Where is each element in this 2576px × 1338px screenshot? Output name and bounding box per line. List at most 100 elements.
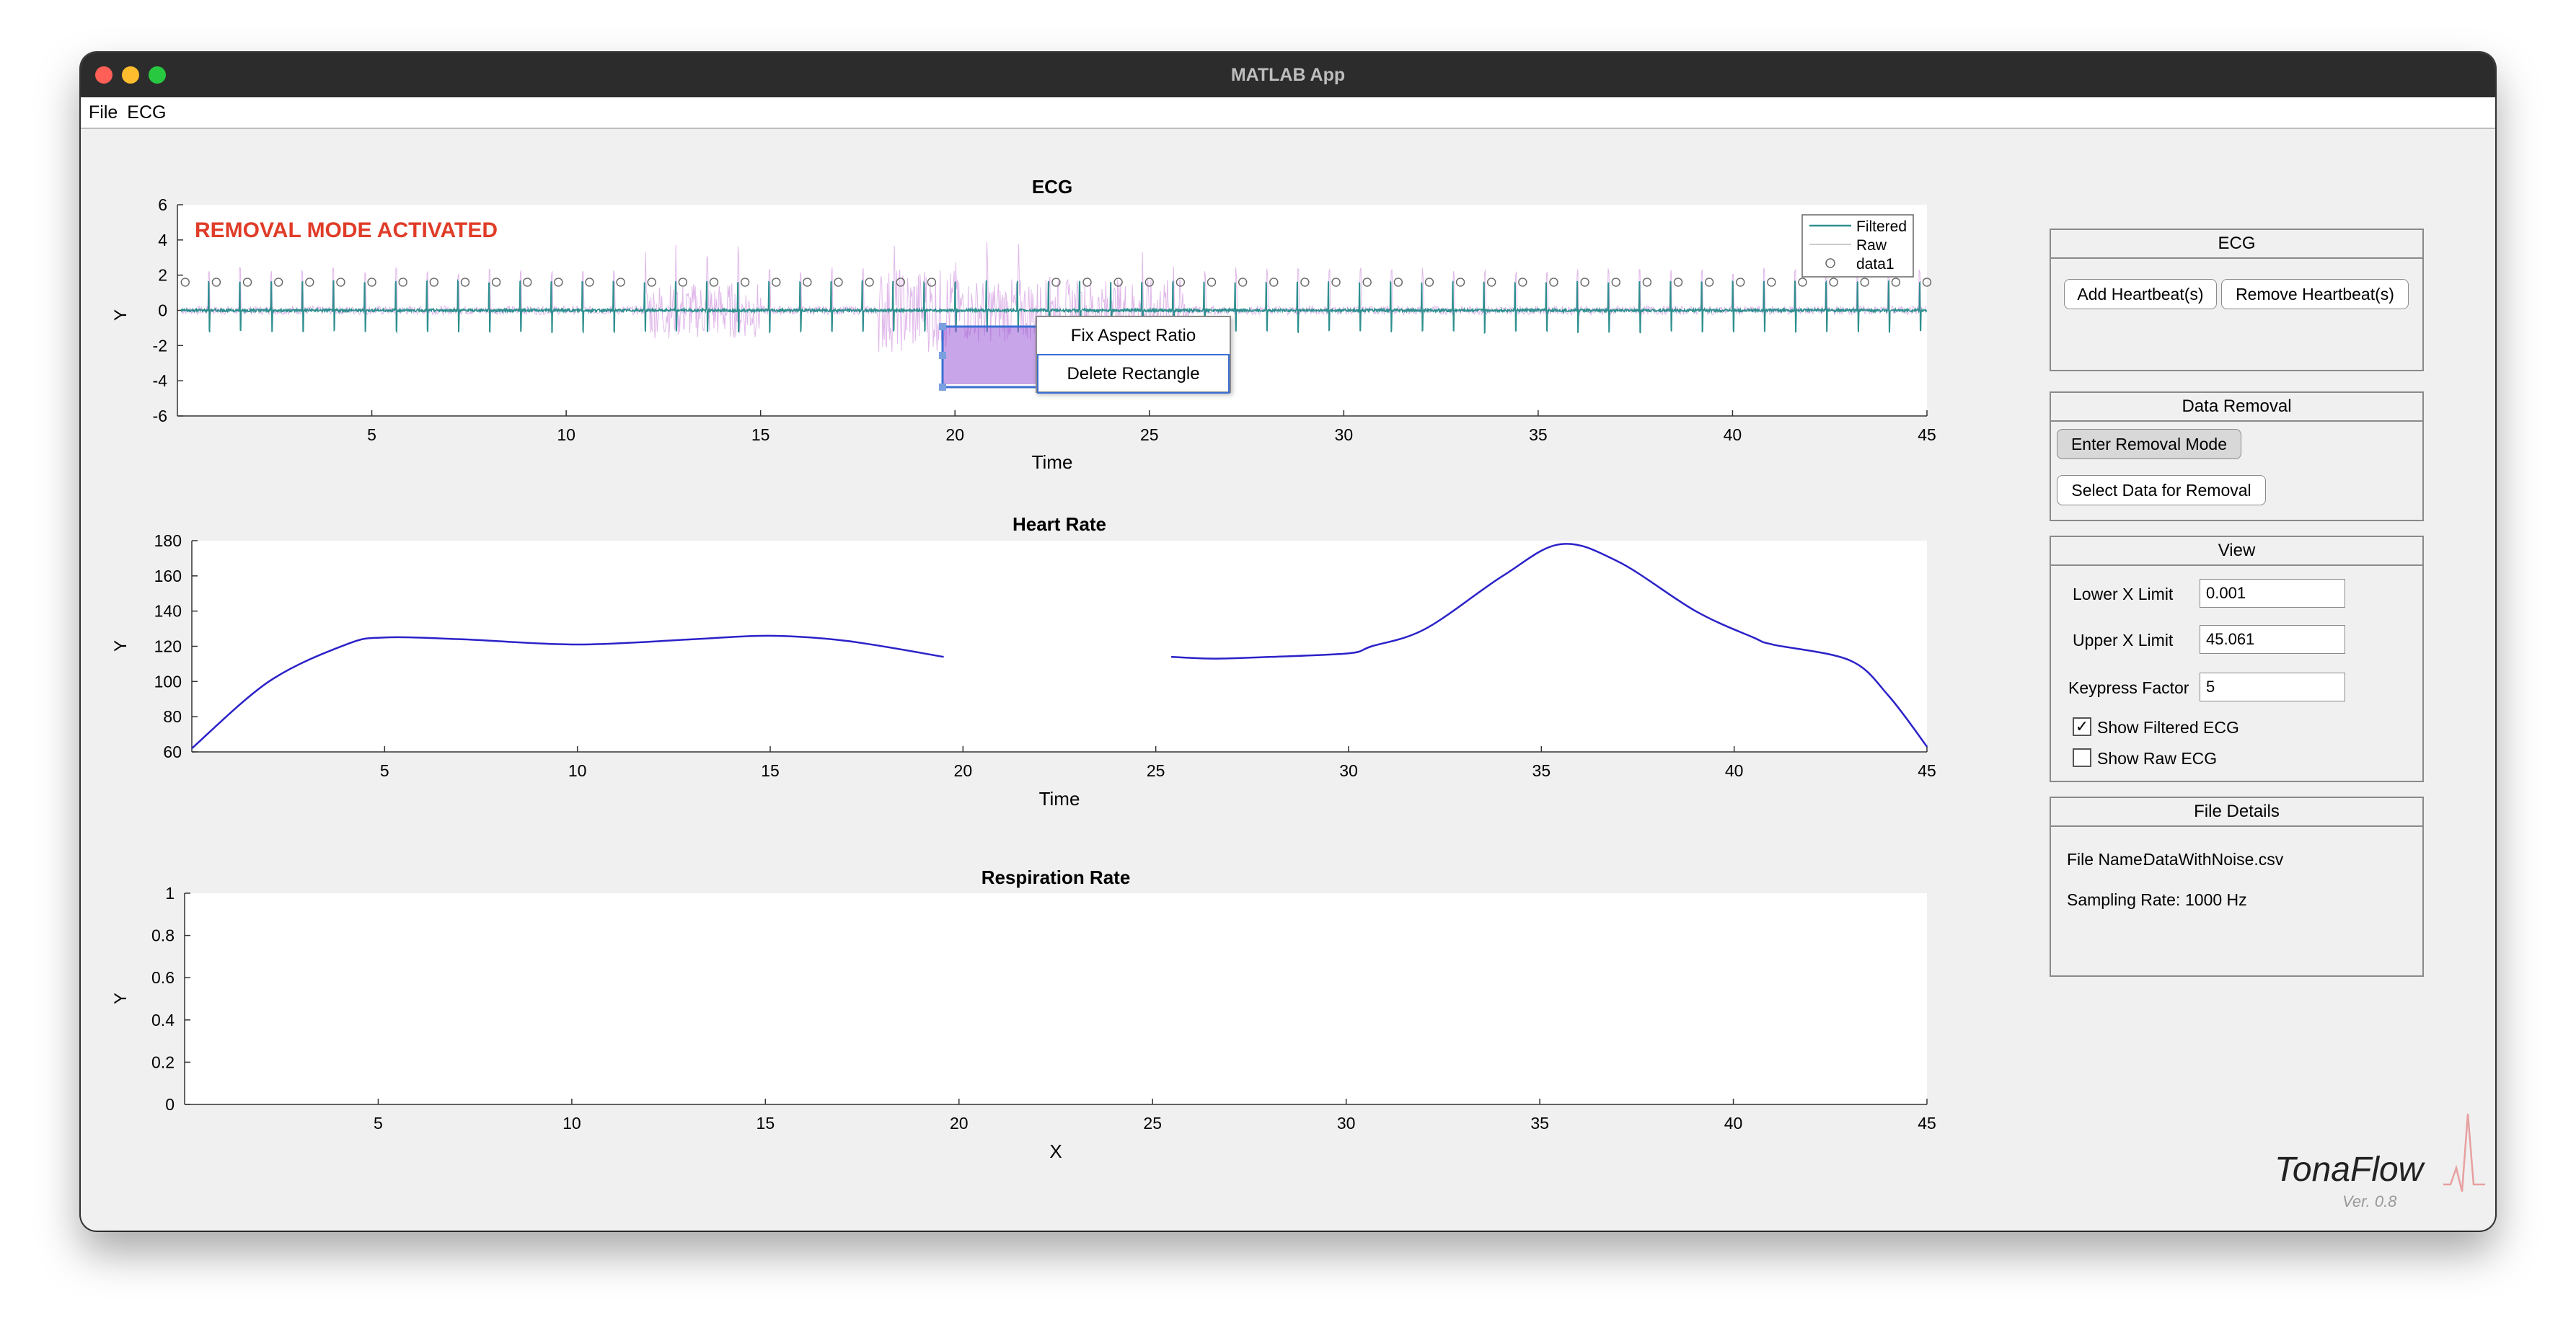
ecg-legend[interactable]: Filtered Raw data1 <box>1801 214 1914 278</box>
hr-xtick-label: 5 <box>380 761 389 780</box>
resp-ytick-label: 0.2 <box>151 1053 175 1071</box>
ecg-ylabel: Y <box>111 309 131 321</box>
window-controls <box>95 66 166 84</box>
resp-ytick-label: 0 <box>165 1095 175 1114</box>
lower-x-limit-input[interactable] <box>2200 579 2345 608</box>
ecg-peak-marker <box>803 278 812 287</box>
lower-x-limit-label: Lower X Limit <box>2073 585 2174 603</box>
ecg-peak-marker <box>1362 278 1372 287</box>
close-window-button[interactable] <box>95 66 113 84</box>
ecg-peak-marker <box>211 278 221 287</box>
ecg-peak-marker <box>554 278 563 287</box>
resp-xtick-label: 25 <box>1143 1114 1162 1133</box>
keypress-factor-input[interactable] <box>2200 673 2345 701</box>
ecg-peak-marker <box>1424 278 1434 287</box>
hr-ytick-label: 160 <box>154 567 182 585</box>
ecg-ytick-label: -6 <box>153 407 167 425</box>
hr-xtick-label: 20 <box>954 761 973 780</box>
rectangle-context-menu: Fix Aspect Ratio Delete Rectangle <box>1036 316 1231 394</box>
minimize-window-button[interactable] <box>122 66 139 84</box>
ecg-peak-marker <box>1767 278 1776 287</box>
respiration-axes[interactable]: Respiration Rate X Y 1 0.8 0.6 0.4 0.2 0 5 10 1… <box>111 867 1936 1162</box>
ecg-peak-marker <box>460 278 470 287</box>
remove-heartbeat-button[interactable]: Remove Heartbeat(s) <box>2221 279 2409 309</box>
ecg-peak-marker <box>585 278 594 287</box>
ecg-ytick-label: -2 <box>153 336 167 355</box>
ecg-peak-marker <box>709 278 719 287</box>
sampling-rate-label: Sampling Rate: <box>2067 890 2181 909</box>
maximize-window-button[interactable] <box>149 66 166 84</box>
show-filtered-ecg-checkbox[interactable]: ✓ <box>2073 717 2091 736</box>
upper-x-limit-input[interactable] <box>2200 625 2345 654</box>
hr-line-segment-2 <box>1170 543 1928 748</box>
enter-removal-mode-button[interactable]: Enter Removal Mode <box>2057 429 2241 459</box>
ecg-peak-marker <box>1331 278 1341 287</box>
ecg-xtick-label: 35 <box>1529 425 1548 444</box>
ecg-peak-marker <box>1393 278 1403 287</box>
hr-xtick-label: 10 <box>568 761 587 780</box>
ecg-peak-marker <box>927 278 937 287</box>
rect-handle[interactable] <box>939 352 946 359</box>
ecg-peak-marker <box>1611 278 1620 287</box>
ecg-peak-marker <box>1922 278 1932 287</box>
ecg-peak-marker <box>1549 278 1558 287</box>
menu-item-fix-aspect-ratio[interactable]: Fix Aspect Ratio <box>1070 325 1196 345</box>
hr-xtick-label: 45 <box>1918 761 1936 780</box>
hr-xtick-label: 30 <box>1339 761 1358 780</box>
resp-xtick-label: 40 <box>1724 1114 1743 1133</box>
ecg-peak-marker <box>834 278 843 287</box>
ecg-xtick-label: 45 <box>1918 425 1936 444</box>
app-window: MATLAB App File ECG ECG Time Y 6 4 2 0 -2 -4-… <box>81 53 2495 1231</box>
show-raw-ecg-checkbox[interactable] <box>2073 748 2091 767</box>
ecg-filtered-series <box>180 278 1928 334</box>
hr-ytick-label: 100 <box>154 672 182 691</box>
legend-raw: Raw <box>1856 237 1887 254</box>
hr-ytick-label: 120 <box>154 637 182 656</box>
version-label: Ver. 0.8 <box>2342 1192 2397 1210</box>
ecg-peak-marker <box>1891 278 1901 287</box>
view-panel: View Lower X Limit Upper X Limit Keypres… <box>2050 536 2424 782</box>
hr-line-segment-1 <box>191 634 944 750</box>
ecg-peak-marker <box>1238 278 1248 287</box>
ecg-peak-marker <box>336 278 345 287</box>
hr-xtick-label: 15 <box>761 761 780 780</box>
ecg-removal-highlight <box>943 327 1038 384</box>
add-heartbeat-button[interactable]: Add Heartbeat(s) <box>2064 279 2217 309</box>
ecg-peak-marker <box>305 278 314 287</box>
ecg-peak-marker <box>1829 278 1838 287</box>
ecg-peak-marker <box>865 278 874 287</box>
ecg-peak-marker <box>1860 278 1869 287</box>
rect-handle[interactable] <box>939 384 946 391</box>
show-raw-ecg-label: Show Raw ECG <box>2097 749 2218 768</box>
ecg-peak-marker <box>1051 278 1061 287</box>
ecg-peak-marker <box>1144 278 1154 287</box>
heart-rate-axes[interactable]: Heart Rate Time Y 180 160 140 120 100 80 60 5 1… <box>111 513 1936 810</box>
resp-ylabel: Y <box>111 993 131 1004</box>
ecg-peak-marker <box>1673 278 1683 287</box>
rect-handle[interactable] <box>939 323 946 330</box>
resp-xtick-label: 5 <box>374 1114 383 1133</box>
ecg-peak-marker <box>1704 278 1714 287</box>
ecg-xtick-label: 40 <box>1724 425 1742 444</box>
hr-xtick-label: 40 <box>1725 761 1744 780</box>
file-details-title: File Details <box>2051 798 2422 827</box>
ecg-xlabel: Time <box>1032 451 1073 473</box>
data-removal-title: Data Removal <box>2051 393 2422 422</box>
menu-file[interactable]: File <box>89 102 118 123</box>
ecg-xtick-label: 5 <box>367 425 376 444</box>
ecg-peak-marker <box>678 278 688 287</box>
ecg-ytick-label: 2 <box>158 266 167 285</box>
menu-item-delete-rectangle[interactable]: Delete Rectangle <box>1037 354 1230 394</box>
resp-title: Respiration Rate <box>982 867 1131 888</box>
tonaflow-logo: TonaFlow <box>2275 1151 2424 1189</box>
resp-ytick-label: 1 <box>165 884 175 903</box>
menu-ecg[interactable]: ECG <box>127 102 167 123</box>
ecg-peak-marker <box>429 278 439 287</box>
hr-plot-background <box>192 541 1927 752</box>
ecg-peak-marker <box>1736 278 1745 287</box>
hr-xtick-label: 35 <box>1532 761 1551 780</box>
ecg-peak-marker <box>180 278 190 287</box>
ecg-peak-marker <box>1580 278 1589 287</box>
select-data-for-removal-button[interactable]: Select Data for Removal <box>2057 475 2266 505</box>
